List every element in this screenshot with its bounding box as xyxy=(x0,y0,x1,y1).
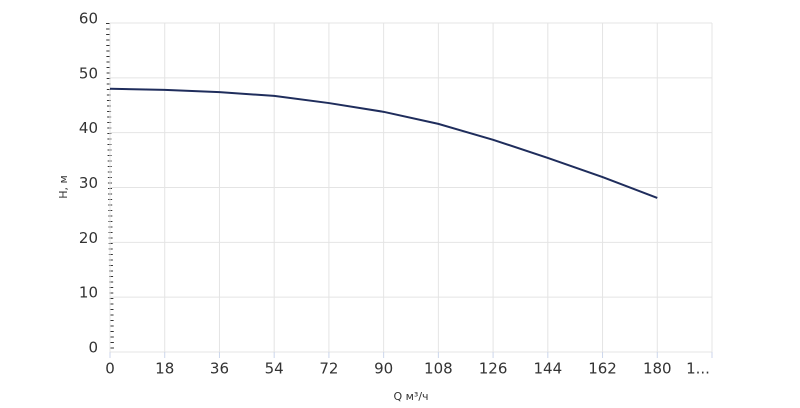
y-tick-label: 40 xyxy=(79,119,98,137)
y-tick-label: 10 xyxy=(79,284,98,302)
x-tick-label: 144 xyxy=(533,360,562,378)
x-tick-label: 36 xyxy=(210,360,229,378)
x-tick-label: 1... xyxy=(686,360,710,378)
y-tick-label: 60 xyxy=(79,10,98,28)
x-tick-label: 0 xyxy=(105,360,115,378)
x-tick-label: 180 xyxy=(643,360,672,378)
y-tick-label: 30 xyxy=(79,174,98,192)
y-axis-label: H, м xyxy=(57,175,70,199)
x-tick-label: 72 xyxy=(319,360,338,378)
x-tick-label: 54 xyxy=(265,360,284,378)
y-tick-label: 20 xyxy=(79,229,98,247)
y-tick-label: 0 xyxy=(88,339,98,357)
x-axis-label: Q м³/ч xyxy=(393,390,428,403)
x-tick-label: 108 xyxy=(424,360,453,378)
y-tick-label: 50 xyxy=(79,64,98,82)
x-tick-label: 162 xyxy=(588,360,617,378)
x-tick-label: 18 xyxy=(155,360,174,378)
x-tick-label: 90 xyxy=(374,360,393,378)
series-line xyxy=(109,87,658,199)
x-tick-label: 126 xyxy=(479,360,508,378)
